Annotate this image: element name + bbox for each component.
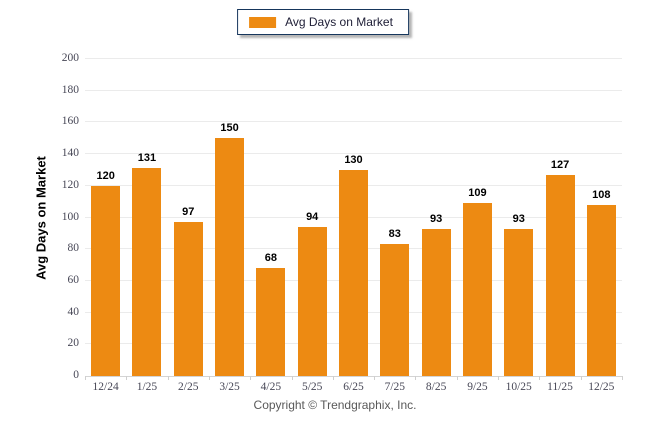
bar-value-label: 120 bbox=[96, 169, 115, 182]
bar-6/25 bbox=[339, 169, 368, 376]
bar-value-label: 131 bbox=[137, 152, 157, 165]
x-tick-mark bbox=[498, 376, 500, 380]
gridline bbox=[85, 121, 622, 123]
bar-9/25 bbox=[462, 203, 492, 376]
y-tick-label: 180 bbox=[61, 83, 79, 96]
x-tick-mark bbox=[167, 376, 169, 380]
y-tick-label: 160 bbox=[61, 115, 79, 128]
x-tick-mark bbox=[622, 376, 623, 380]
x-tick-label: 8/25 bbox=[425, 381, 447, 393]
gridline bbox=[85, 153, 622, 155]
bar-value-label: 93 bbox=[512, 212, 525, 225]
copyright-text: Copyright © Trendgraphix, Inc. bbox=[253, 398, 417, 412]
legend-swatch bbox=[249, 16, 277, 28]
y-tick-label: 80 bbox=[67, 242, 80, 255]
x-tick-label: 7/25 bbox=[384, 381, 406, 393]
gridline bbox=[85, 58, 622, 59]
x-tick-label: 6/25 bbox=[343, 381, 364, 393]
x-tick-label: 12/25 bbox=[588, 381, 615, 393]
x-axis-line bbox=[85, 376, 622, 377]
x-tick-label: 1/25 bbox=[136, 381, 158, 393]
bar-1/25 bbox=[132, 168, 162, 376]
bar-value-label: 83 bbox=[388, 228, 401, 241]
y-tick-label: 20 bbox=[67, 337, 80, 350]
y-tick-label: 0 bbox=[73, 369, 79, 381]
gridline bbox=[85, 89, 622, 91]
bar-value-label: 97 bbox=[182, 206, 195, 219]
bar-3/25 bbox=[215, 138, 245, 376]
x-tick-mark bbox=[456, 376, 458, 380]
bar-12/25 bbox=[586, 204, 616, 376]
x-tick-mark bbox=[374, 376, 376, 380]
bar-value-label: 109 bbox=[468, 187, 487, 200]
x-tick-mark bbox=[539, 376, 541, 380]
y-tick-label: 60 bbox=[67, 273, 80, 286]
bar-value-label: 93 bbox=[429, 212, 443, 225]
x-tick-mark bbox=[85, 376, 86, 380]
bar-value-label: 108 bbox=[592, 188, 611, 201]
x-tick-mark bbox=[415, 376, 417, 380]
y-tick-label: 120 bbox=[61, 178, 79, 191]
y-tick-label: 40 bbox=[67, 305, 80, 318]
bar-value-label: 94 bbox=[306, 211, 319, 223]
bar-value-label: 150 bbox=[220, 122, 239, 135]
bar-12/24 bbox=[91, 185, 121, 376]
x-tick-mark bbox=[332, 376, 334, 380]
bar-2/25 bbox=[173, 222, 203, 376]
plot-area: 0 20 40 60 80 100 120 140 160 180 200 120 12/24 131 1/… bbox=[62, 52, 623, 393]
bar-11/25 bbox=[545, 174, 575, 376]
x-tick-mark bbox=[208, 376, 210, 380]
x-tick-label: 4/25 bbox=[260, 381, 282, 393]
x-tick-label: 3/25 bbox=[219, 381, 240, 393]
x-tick-label: 10/25 bbox=[505, 381, 532, 393]
x-tick-label: 9/25 bbox=[467, 381, 488, 393]
x-tick-label: 5/25 bbox=[301, 381, 323, 393]
legend-label: Avg Days on Market bbox=[285, 15, 393, 29]
bar-8/25 bbox=[421, 228, 451, 376]
x-tick-mark bbox=[291, 376, 293, 380]
x-tick-mark bbox=[250, 376, 252, 380]
bar-10/25 bbox=[504, 228, 534, 376]
bar-4/25 bbox=[256, 268, 286, 376]
legend: Avg Days on Market bbox=[237, 9, 409, 35]
bar-7/25 bbox=[380, 244, 410, 376]
x-tick-mark bbox=[126, 376, 128, 380]
bar-value-label: 68 bbox=[264, 252, 277, 265]
x-tick-label: 11/25 bbox=[547, 381, 573, 393]
x-tick-mark bbox=[580, 376, 582, 380]
bar-value-label: 127 bbox=[550, 158, 570, 171]
y-tick-label: 100 bbox=[61, 210, 79, 223]
y-tick-label: 140 bbox=[61, 147, 79, 160]
y-tick-label: 200 bbox=[61, 52, 79, 64]
bar-5/25 bbox=[297, 227, 327, 376]
bar-value-label: 130 bbox=[344, 153, 363, 166]
x-tick-label: 12/24 bbox=[92, 381, 119, 393]
x-tick-label: 2/25 bbox=[178, 381, 199, 393]
